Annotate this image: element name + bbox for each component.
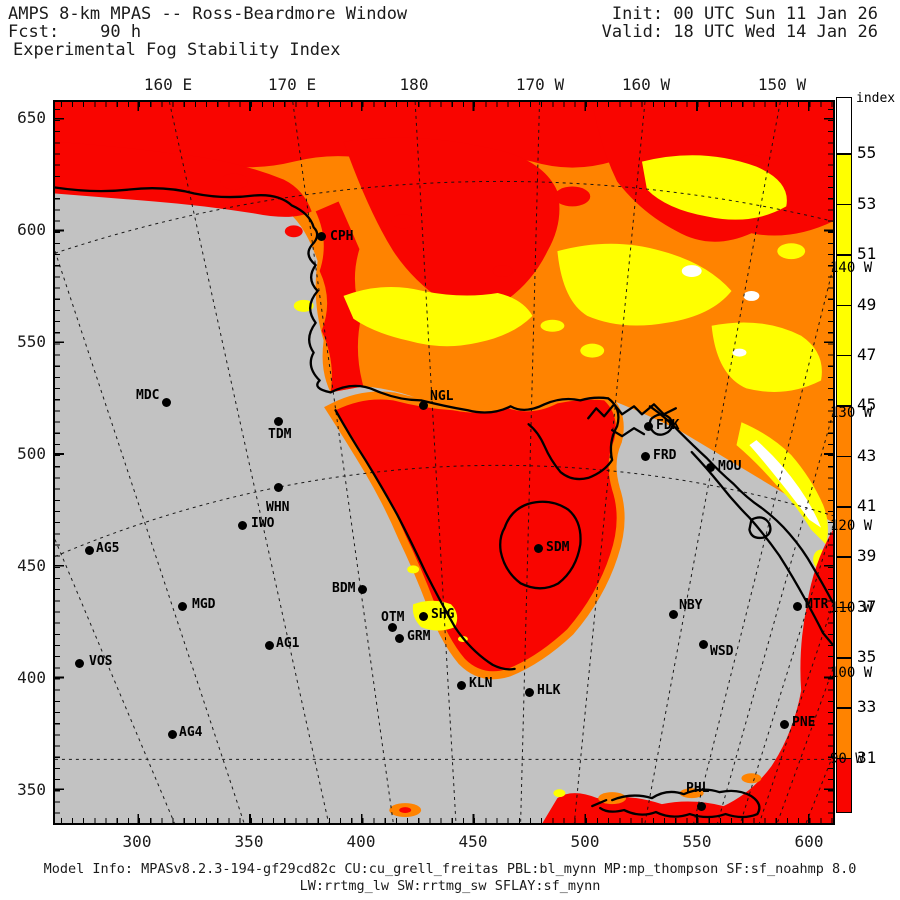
valid-time: Valid: 18 UTC Wed 14 Jan 26: [601, 22, 878, 42]
axis-label-bottom: 500: [570, 832, 600, 851]
longitude-edge-label: 140 W: [830, 260, 873, 276]
map-panel: [53, 100, 835, 825]
axis-label-left: 350: [17, 780, 46, 799]
colorbar-segment: [837, 153, 851, 406]
axis-label-top: 180: [399, 75, 429, 94]
colorbar-tick-line: [837, 254, 851, 256]
colorbar-tick-line: [837, 455, 851, 458]
colorbar-tick-label: 45: [857, 395, 877, 415]
colorbar-tick-label: 47: [857, 344, 877, 364]
axis-label-bottom: 350: [234, 832, 264, 851]
longitude-edge-label: 100 W: [830, 665, 873, 681]
colorbar-tick-label: 41: [857, 496, 877, 515]
forecast-hour: Fcst: 90 h: [8, 22, 142, 42]
colorbar-tick-line: [837, 153, 851, 155]
colorbar-tick-label: 37: [857, 596, 877, 616]
colorbar-tick-label: 39: [857, 546, 877, 566]
longitude-edge-label: 90 W: [830, 751, 864, 767]
axis-label-left: 550: [17, 332, 46, 351]
coastline: [55, 186, 833, 819]
axis-label-top: 160 E: [143, 75, 193, 94]
axis-label-left: 600: [17, 220, 46, 239]
colorbar-tick-label: 53: [857, 193, 877, 213]
model-info-line2: LW:rrtmg_lw SW:rrtmg_sw SFLAY:sf_mynn: [299, 878, 601, 894]
colorbar-tick-line: [837, 657, 851, 659]
axis-label-top: 170 E: [267, 75, 317, 94]
colorbar-tick-line: [837, 405, 851, 407]
colorbar-tick-label: 33: [857, 697, 877, 717]
axis-label-top: 170 W: [515, 75, 565, 94]
colorbar-tick-line: [837, 556, 851, 558]
graticule: [55, 102, 833, 823]
axis-label-left: 400: [17, 668, 46, 687]
colorbar-tick-line: [837, 203, 851, 206]
colorbar-title: index: [856, 91, 896, 106]
axis-label-bottom: 450: [458, 832, 488, 851]
field-name: Experimental Fog Stability Index: [13, 40, 341, 60]
axis-label-left: 450: [17, 556, 46, 575]
axis-label-bottom: 600: [794, 832, 824, 851]
colorbar-tick-label: 43: [857, 445, 877, 465]
colorbar-tick-line: [837, 354, 851, 357]
axis-label-top: 150 W: [757, 75, 807, 94]
colorbar-tick-label: 55: [857, 143, 877, 163]
axis-label-left: 500: [17, 444, 46, 463]
colorbar-tick-line: [837, 304, 851, 307]
axis-label-bottom: 550: [682, 832, 712, 851]
model-info-line1: Model Info: MPASv8.2.3-194-gf29cd82c CU:…: [43, 861, 857, 877]
plot-title: AMPS 8-km MPAS -- Ross-Beardmore Window: [8, 4, 408, 24]
longitude-edge-label: 130 W: [830, 405, 873, 421]
colorbar-tick-line: [837, 707, 851, 709]
axis-label-bottom: 400: [346, 832, 376, 851]
longitude-edge-label: 120 W: [830, 518, 873, 534]
colorbar-segment: [837, 405, 851, 758]
init-time: Init: 00 UTC Sun 11 Jan 26: [611, 4, 878, 24]
colorbar-tick-label: 31: [857, 747, 877, 767]
colorbar-segment: [837, 98, 851, 154]
axis-label-top: 160 W: [621, 75, 671, 94]
colorbar-tick-label: 51: [857, 244, 877, 264]
colorbar-tick-label: 49: [857, 294, 877, 314]
axis-label-bottom: 300: [122, 832, 152, 851]
fog-index-field: [55, 102, 833, 823]
axis-label-left: 650: [17, 108, 46, 127]
colorbar: [836, 97, 852, 813]
colorbar-segment: [837, 757, 851, 812]
colorbar-tick-line: [837, 506, 851, 508]
colorbar-tick-label: 35: [857, 647, 877, 667]
longitude-edge-label: 110 W: [830, 600, 873, 616]
colorbar-tick-line: [837, 606, 851, 609]
colorbar-tick-line: [837, 757, 851, 760]
